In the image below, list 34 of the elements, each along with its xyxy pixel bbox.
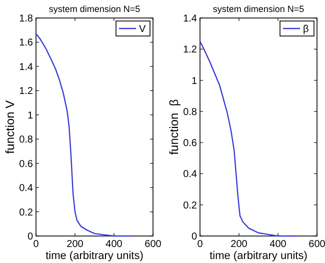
y-tick-label: 1.4 — [19, 62, 34, 73]
legend-label: β — [303, 24, 309, 35]
x-axis-title: time (arbitrary units) — [46, 250, 144, 262]
x-axis-title: time (arbitrary units) — [210, 250, 308, 262]
x-tick-label: 600 — [144, 239, 162, 250]
y-tick-label: 1.8 — [19, 14, 34, 24]
y-tick-label: 1 — [27, 110, 34, 122]
legend-label: V — [139, 24, 146, 35]
y-tick-label: 0.6 — [19, 158, 34, 170]
chart-title: system dimension N=5 — [48, 4, 140, 14]
y-tick-label: 0.4 — [183, 169, 198, 180]
chart-title: system dimension N=5 — [212, 4, 304, 14]
y-tick-label: 0.8 — [19, 134, 34, 146]
y-tick-label: 1 — [191, 76, 198, 87]
x-tick-label: 200 — [66, 239, 84, 250]
line-series — [199, 40, 298, 237]
x-tick-label: 600 — [308, 239, 325, 250]
y-axis-title: function β — [167, 99, 181, 155]
y-tick-label: 0.4 — [19, 183, 34, 194]
line-series — [35, 33, 134, 237]
y-tick-label: 1.4 — [183, 14, 198, 24]
y-tick-label: 0.2 — [19, 207, 34, 218]
y-tick-label: 0.6 — [183, 138, 198, 150]
y-tick-label: 0 — [191, 232, 198, 242]
y-tick-label: 1.2 — [19, 86, 34, 98]
y-tick-label: 0.2 — [183, 200, 198, 212]
x-tick-label: 400 — [106, 239, 123, 250]
y-tick-label: 0.8 — [183, 106, 198, 118]
y-tick-label: 1.6 — [19, 38, 34, 49]
x-tick-label: 200 — [230, 239, 248, 250]
y-tick-label: 1.2 — [183, 44, 198, 56]
x-tick-label: 400 — [270, 239, 287, 250]
y-tick-label: 0 — [27, 232, 34, 242]
y-axis-title: function V — [3, 100, 17, 154]
